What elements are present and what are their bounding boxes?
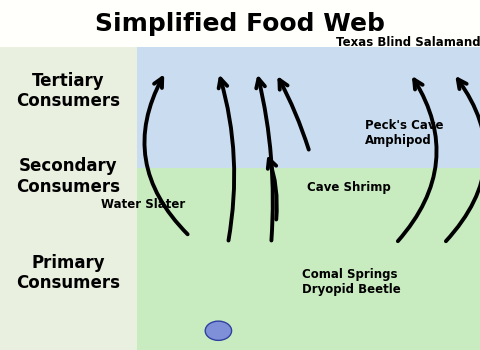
FancyArrowPatch shape	[218, 79, 234, 240]
FancyArrowPatch shape	[144, 78, 188, 234]
Text: Cave Shrimp: Cave Shrimp	[307, 181, 391, 194]
Bar	[137, 168, 480, 350]
Text: Tertiary
Consumers: Tertiary Consumers	[16, 72, 120, 110]
FancyArrowPatch shape	[279, 80, 309, 149]
FancyArrowPatch shape	[398, 79, 437, 241]
Text: Comal Springs
Dryopid Beetle: Comal Springs Dryopid Beetle	[302, 268, 401, 296]
Text: Peck's Cave
Amphipod: Peck's Cave Amphipod	[365, 119, 444, 147]
Text: Texas Blind Salamander: Texas Blind Salamander	[336, 35, 480, 49]
Bar	[0, 47, 137, 350]
Text: Primary
Consumers: Primary Consumers	[16, 254, 120, 292]
Bar	[0, 0, 480, 47]
Text: Secondary
Consumers: Secondary Consumers	[16, 158, 120, 196]
FancyArrowPatch shape	[268, 159, 277, 219]
FancyArrowPatch shape	[256, 79, 273, 240]
Text: Simplified Food Web: Simplified Food Web	[95, 12, 385, 36]
FancyArrowPatch shape	[446, 79, 480, 241]
Bar	[137, 47, 480, 168]
Text: Water Slater: Water Slater	[100, 198, 185, 211]
Ellipse shape	[205, 321, 231, 340]
